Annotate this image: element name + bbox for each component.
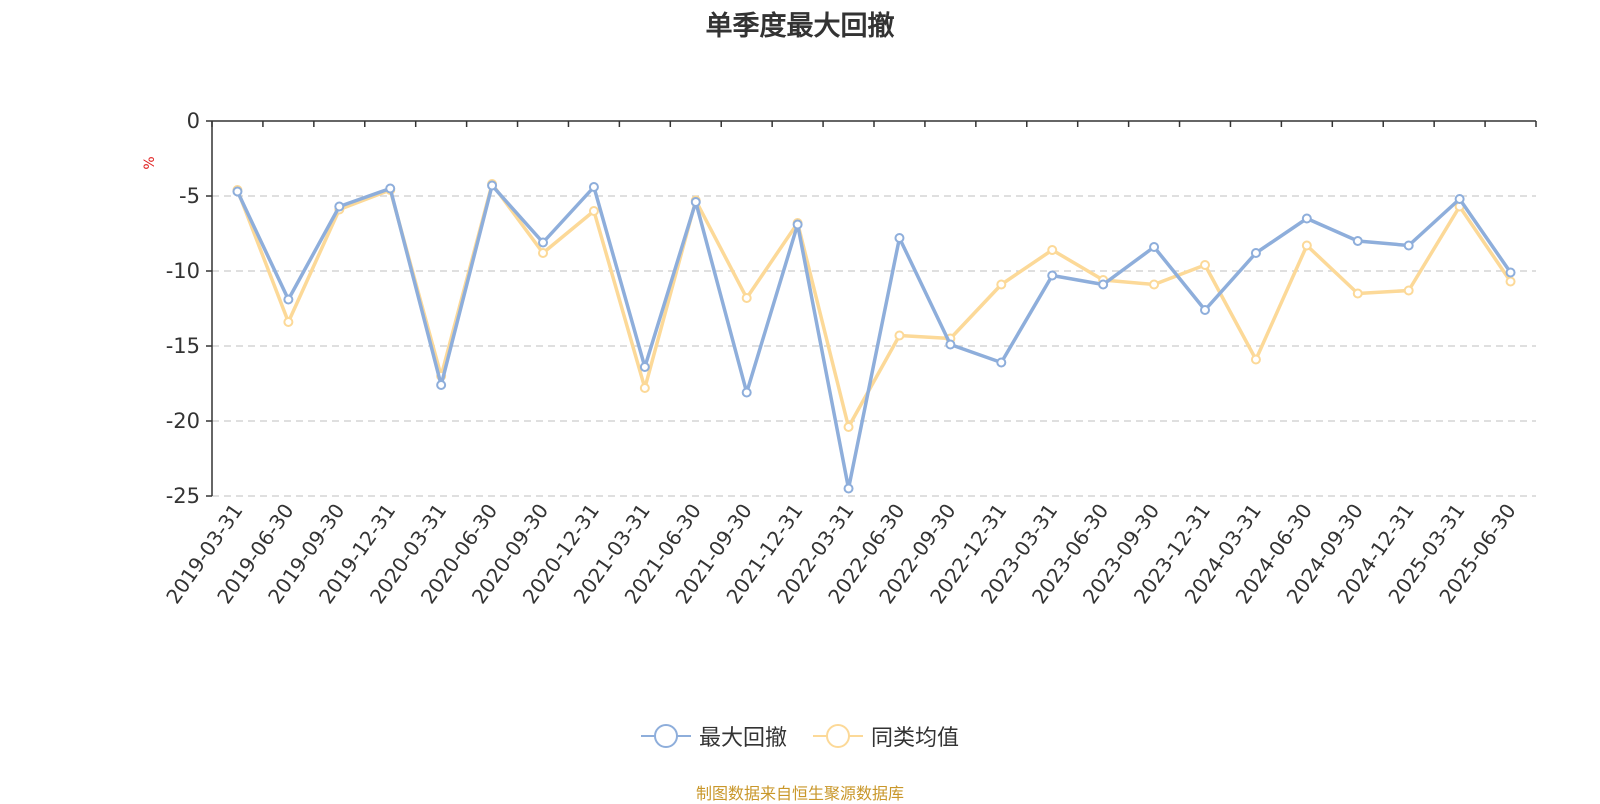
data-point-series-1 [639,383,650,393]
legend: 最大回撤 同类均值 [0,720,1600,752]
data-point-series-0 [283,294,294,305]
data-point-series-1 [894,330,905,341]
y-tick-label: -5 [179,184,200,208]
legend-item-peer-average[interactable]: 同类均值 [813,720,959,752]
data-point-series-0 [639,362,650,372]
data-point-series-1 [1505,276,1516,287]
y-tick-label: -25 [166,484,200,508]
data-point-series-0 [1505,267,1516,278]
data-point-series-1 [843,422,854,432]
legend-item-max-drawdown[interactable]: 最大回撤 [640,720,787,752]
data-point-series-1 [996,279,1007,290]
data-point-series-0 [1250,248,1261,258]
data-point-series-0 [334,201,345,212]
data-point-series-0 [792,219,803,230]
data-point-series-1 [1352,288,1363,299]
gridlines [212,195,1536,497]
y-tick-label: 0 [187,109,200,133]
data-point-series-0 [1403,240,1414,251]
data-point-series-0 [996,357,1007,368]
legend-label-max-drawdown: 最大回撤 [698,726,787,751]
data-point-series-1 [1149,279,1160,290]
legend-marker-max-drawdown [640,724,691,748]
data-point-series-1 [588,206,599,216]
chart-title: 单季度最大回撤 [705,11,895,42]
data-point-series-0 [945,339,956,350]
data-point-series-0 [843,483,854,494]
data-point-series-1 [1403,285,1414,296]
data-point-series-1 [741,293,752,303]
series-line-1 [235,182,1512,429]
data-point-series-0 [1047,270,1058,281]
data-point-series-0 [1200,305,1210,315]
data-point-series-0 [1454,194,1465,204]
y-tick-label: -10 [166,259,200,283]
legend-label-peer-average: 同类均值 [871,726,960,751]
axes: 0-5-10-15-20-252019-03-312019-06-302019-… [161,109,1537,608]
y-axis-unit-label: % [142,156,158,169]
data-point-series-0 [1301,213,1312,224]
data-point-series-0 [690,197,701,207]
data-point-series-1 [283,317,294,327]
data-point-series-0 [741,387,752,398]
data-point-series-0 [1098,279,1109,290]
source-note: 制图数据来自恒生聚源数据库 [695,784,904,803]
data-point-series-1 [1200,260,1210,270]
data-point-series-0 [588,182,599,192]
data-point-series-1 [1047,245,1058,255]
data-point-series-0 [1149,242,1160,252]
data-point-series-0 [385,183,396,194]
legend-marker-peer-average [813,724,863,748]
data-point-series-1 [1250,354,1261,365]
data-point-series-0 [436,380,447,390]
data-point-series-1 [1301,240,1312,251]
data-point-series-0 [232,186,243,197]
data-point-series-0 [487,180,498,191]
series-line-0 [235,183,1512,491]
y-tick-label: -20 [166,409,200,433]
data-point-series-0 [1352,236,1363,246]
data-point-series-1 [538,248,548,258]
data-point-series-0 [538,237,548,248]
data-point-series-0 [894,233,905,243]
y-tick-label: -15 [166,334,200,358]
series-lines [232,179,1516,494]
